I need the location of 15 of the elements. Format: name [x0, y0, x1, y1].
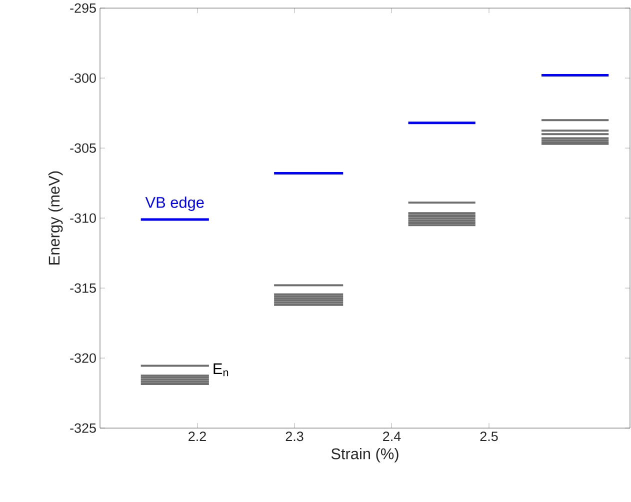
series-label: E$_{n}$ [214, 363, 228, 376]
x-tick-label: 2.2 [188, 432, 206, 441]
y-tick-label: -305 [70, 143, 96, 153]
y-tick-label: -300 [70, 73, 96, 83]
x-tick-label: 2.3 [286, 432, 304, 442]
y-tick-label: -295 [70, 3, 96, 13]
y-tick-label: -320 [70, 353, 96, 363]
x-axis-title: Strain (%) [331, 448, 398, 462]
y-axis-title: Energy (meV) [48, 171, 63, 264]
y-tick-label: -315 [70, 283, 96, 293]
series-label: VB edge [145, 196, 204, 211]
y-tick-label: -325 [70, 423, 96, 433]
x-tick-label: 2.4 [383, 432, 401, 441]
x-tick-label: 2.5 [480, 432, 498, 442]
y-tick-label: -310 [70, 213, 96, 223]
